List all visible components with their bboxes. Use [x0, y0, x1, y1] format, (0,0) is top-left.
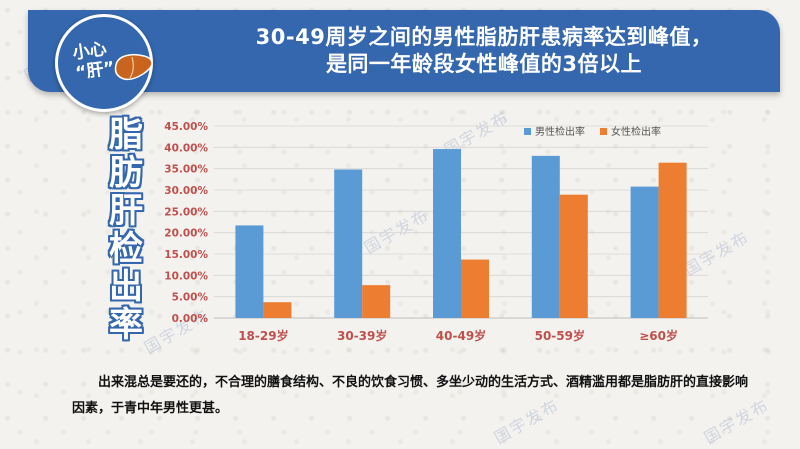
y-tick-label: 0.00% — [172, 313, 209, 325]
bar-male — [433, 149, 461, 318]
legend-label: 女性检出率 — [611, 125, 661, 138]
bar-male — [531, 155, 560, 318]
y-tick-label: 10.00% — [164, 270, 208, 282]
legend-swatch — [524, 128, 531, 135]
legend-label: 男性检出率 — [535, 125, 585, 138]
x-tick-label: 50-59岁 — [535, 328, 585, 343]
bar-female — [559, 194, 588, 318]
badge-text: 小心 “肝” — [71, 38, 116, 83]
badge-circle: 小心 “肝” — [55, 14, 153, 112]
title-banner: 30-49周岁之间的男性脂肪肝患病率达到峰值， 是同一年龄段女性峰值的3倍以上 — [28, 10, 780, 92]
x-tick-label: 18-29岁 — [238, 328, 288, 343]
badge-line2: “肝” — [74, 58, 116, 84]
x-tick-label: 30-39岁 — [337, 328, 387, 343]
liver-icon — [114, 53, 153, 81]
x-tick-label: ≥60岁 — [639, 328, 678, 343]
bar-male — [334, 169, 363, 318]
y-tick-label: 20.00% — [164, 228, 208, 240]
y-tick-label: 15.00% — [164, 249, 208, 261]
y-tick-label: 5.00% — [172, 292, 209, 304]
bar-male — [630, 186, 659, 318]
chart: 0.00% 5.00% 10.00% 15.00% 20.00% 25.00% 30.00%… — [152, 112, 712, 354]
bar-female — [658, 162, 687, 318]
caption-text: 出来混总是要还的，不合理的膳食结构、不良的饮食习惯、多坐少动的生活方式、酒精滥用… — [72, 375, 749, 416]
banner-title-line1: 30-49周岁之间的男性脂肪肝患病率达到峰值， — [255, 25, 713, 49]
y-tick-label: 40.00% — [164, 142, 208, 154]
banner-title-line2: 是同一年龄段女性峰值的3倍以上 — [325, 52, 643, 76]
y-tick-label: 30.00% — [164, 185, 208, 197]
y-tick-label: 45.00% — [164, 121, 208, 133]
bar-chart: 0.00% 5.00% 10.00% 15.00% 20.00% 25.00% 30.00%… — [164, 121, 708, 343]
bar-male — [235, 225, 264, 318]
side-title: 脂肪肝检出率 — [109, 115, 143, 345]
banner-title: 30-49周岁之间的男性脂肪肝患病率达到峰值， 是同一年龄段女性峰值的3倍以上 — [184, 24, 784, 78]
legend-swatch — [600, 128, 607, 135]
y-tick-label: 35.00% — [164, 164, 208, 176]
bar-female — [461, 259, 489, 318]
y-tick-label: 25.00% — [164, 206, 208, 218]
bar-female — [263, 302, 292, 318]
bar-female — [362, 285, 391, 318]
x-tick-label: 40-49岁 — [436, 328, 486, 343]
